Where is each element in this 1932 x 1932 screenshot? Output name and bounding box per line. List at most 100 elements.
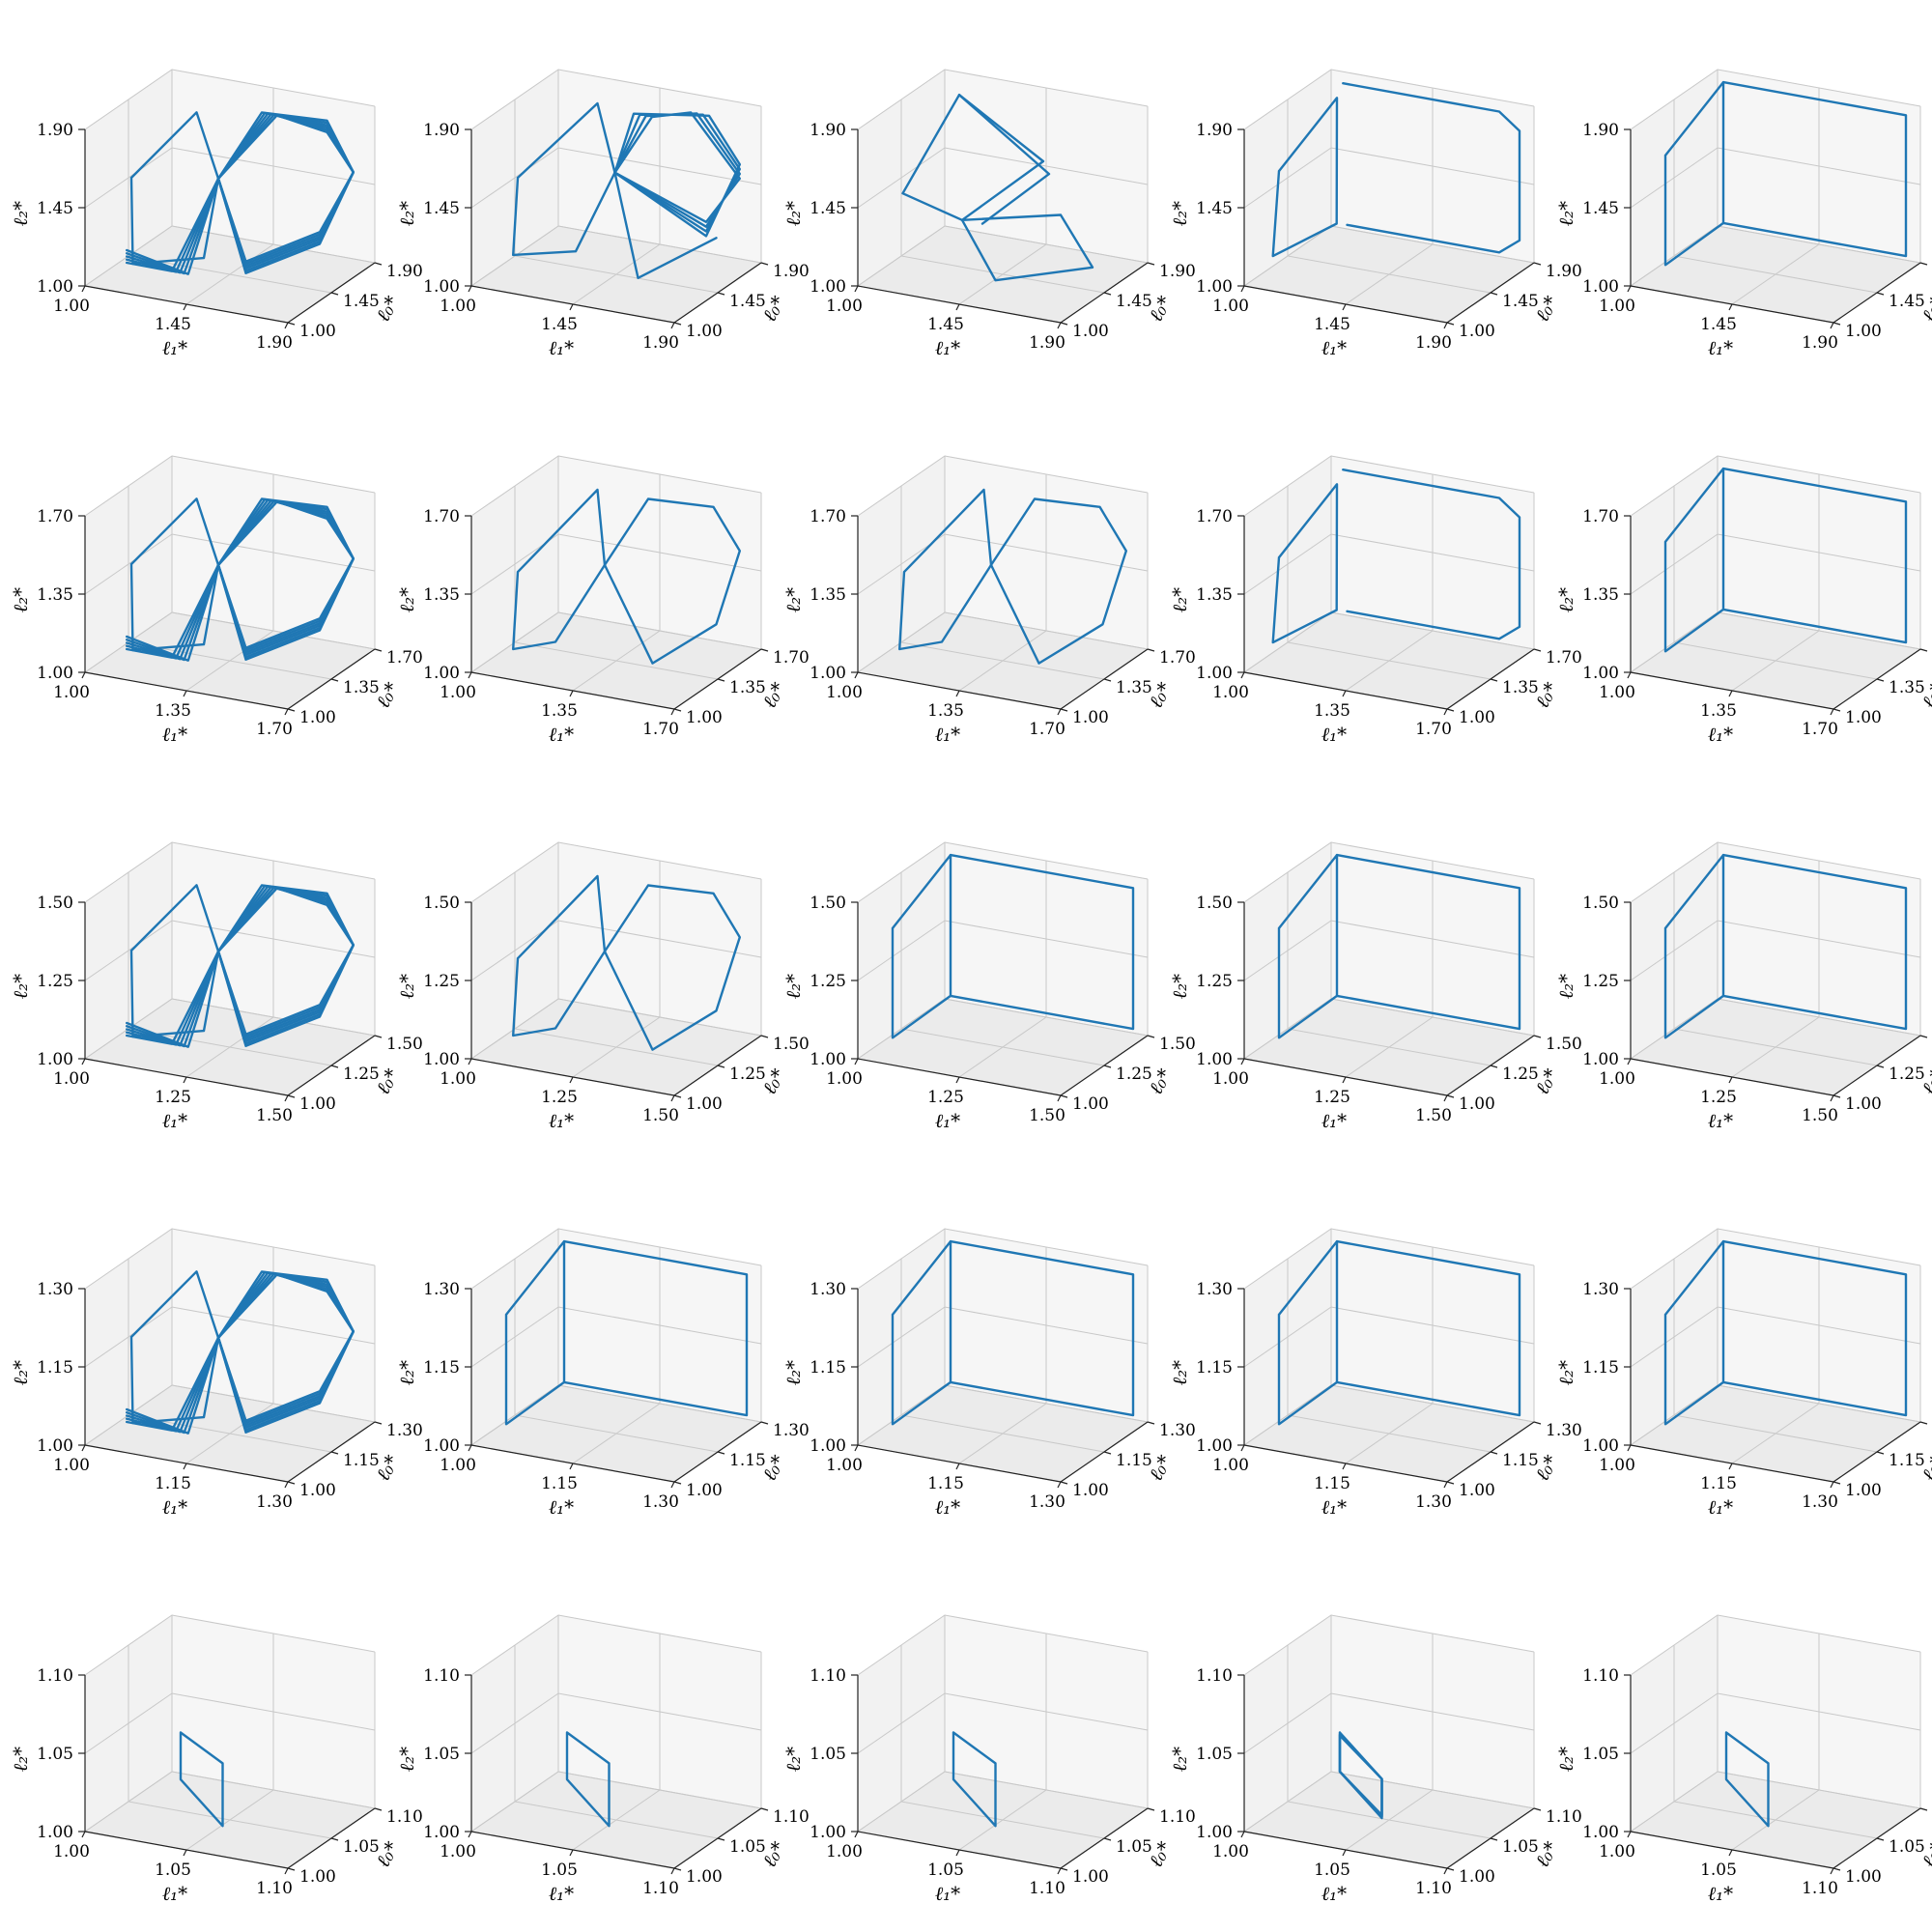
y-tick xyxy=(287,1094,296,1098)
z-axis-label: ℓ₂* xyxy=(1554,201,1577,226)
z-tick-label: 1.45 xyxy=(423,199,460,218)
x-axis-label: ℓ₁* xyxy=(935,1495,960,1519)
x-axis-label: ℓ₁* xyxy=(549,1109,574,1132)
trajectory-segment-0 xyxy=(952,1731,997,1828)
x-tick-label: 1.00 xyxy=(440,683,476,702)
x-tick xyxy=(1240,1831,1245,1838)
gridline xyxy=(1630,1228,1921,1290)
x-tick xyxy=(1627,1831,1632,1838)
y-tick-label: 1.00 xyxy=(1459,1481,1495,1500)
y-tick xyxy=(1919,648,1928,652)
z-tick-label: 1.00 xyxy=(1196,1436,1233,1456)
trajectory xyxy=(1271,81,1521,258)
y-tick xyxy=(1533,1035,1542,1038)
z-tick-label: 1.05 xyxy=(1582,1745,1619,1764)
x-tick-label: 1.90 xyxy=(1415,333,1452,353)
y-tick xyxy=(1833,322,1841,326)
trajectory-segment-11 xyxy=(125,177,220,275)
y-tick xyxy=(1919,262,1928,266)
gridline xyxy=(944,1615,1149,1809)
trajectory-segment-0 xyxy=(129,497,220,652)
y-tick xyxy=(1876,678,1885,682)
y-tick-label: 1.30 xyxy=(1546,1421,1582,1440)
x-tick xyxy=(284,708,289,716)
x-tick xyxy=(1240,1444,1245,1452)
z-axis-label: ℓ₂* xyxy=(395,201,418,226)
gridline xyxy=(1673,486,1878,680)
z-tick-label: 1.15 xyxy=(37,1358,73,1378)
z-axis-label: ℓ₂* xyxy=(781,587,805,612)
gridline xyxy=(470,841,762,903)
x-tick xyxy=(670,1867,675,1875)
x-tick xyxy=(670,1094,675,1102)
z-tick-label: 1.00 xyxy=(37,277,73,297)
y-tick-label: 1.70 xyxy=(1159,648,1196,668)
y-tick-label: 1.25 xyxy=(1502,1065,1539,1084)
x-tick xyxy=(955,1849,960,1857)
y-tick-label: 1.00 xyxy=(1072,1481,1109,1500)
z-tick-label: 1.00 xyxy=(810,1436,846,1456)
trajectory-segment-1 xyxy=(1721,1239,1908,1417)
gridline xyxy=(1287,1259,1492,1453)
subplot-r1-c1: 1.001.001.001.351.351.351.701.701.70ℓ₁*ℓ… xyxy=(395,455,810,746)
trajectory xyxy=(511,101,741,279)
x-tick xyxy=(1342,1849,1347,1857)
x-tick-label: 1.00 xyxy=(53,1456,90,1475)
gridline xyxy=(514,1645,719,1839)
x-axis-label: ℓ₁* xyxy=(549,1495,574,1519)
y-tick-label: 1.05 xyxy=(1889,1837,1925,1857)
x-tick-label: 1.15 xyxy=(1700,1474,1737,1493)
x-tick xyxy=(1443,1094,1448,1102)
y-tick-label: 1.00 xyxy=(299,1094,336,1114)
z-tick-label: 1.30 xyxy=(423,1280,460,1299)
trajectory xyxy=(1271,468,1521,644)
z-axis-label: ℓ₂* xyxy=(1554,587,1577,612)
x-tick-label: 1.05 xyxy=(1314,1861,1350,1880)
z-tick-label: 1.00 xyxy=(423,277,460,297)
x-tick xyxy=(81,1444,86,1452)
y-tick-label: 1.90 xyxy=(1159,262,1196,281)
z-tick-label: 1.10 xyxy=(37,1666,73,1686)
y-tick xyxy=(1103,292,1112,296)
x-tick-label: 1.25 xyxy=(927,1088,964,1107)
x-tick-label: 1.00 xyxy=(1599,297,1635,316)
x-tick-label: 1.00 xyxy=(440,1456,476,1475)
z-tick-label: 1.35 xyxy=(1196,585,1233,605)
z-tick-label: 1.25 xyxy=(1196,972,1233,991)
y-tick xyxy=(673,1094,682,1098)
x-tick xyxy=(284,1094,289,1102)
trajectory-segment-6 xyxy=(216,500,355,649)
x-tick-label: 1.00 xyxy=(440,1069,476,1089)
trajectory-segment-1 xyxy=(1721,80,1908,258)
y-tick-label: 1.00 xyxy=(686,322,723,341)
x-tick xyxy=(468,1444,472,1452)
y-tick xyxy=(1446,1481,1455,1485)
x-tick-label: 1.00 xyxy=(440,297,476,316)
y-tick-label: 1.70 xyxy=(773,648,810,668)
y-tick-label: 1.30 xyxy=(386,1421,423,1440)
trajectory xyxy=(891,853,1135,1039)
y-tick xyxy=(287,1481,296,1485)
trajectory xyxy=(125,1270,355,1435)
x-tick xyxy=(1830,322,1834,329)
y-tick xyxy=(1876,292,1885,296)
x-tick-label: 1.25 xyxy=(1700,1088,1737,1107)
y-tick-label: 1.00 xyxy=(299,708,336,727)
gridline xyxy=(900,486,1105,680)
x-tick xyxy=(1728,690,1733,697)
x-tick-label: 1.00 xyxy=(1212,1842,1249,1861)
x-tick-label: 1.15 xyxy=(927,1474,964,1493)
trajectory-segment-1 xyxy=(989,497,1127,665)
trajectory-segment-0 xyxy=(897,488,993,651)
z-tick-label: 1.00 xyxy=(1196,664,1233,683)
z-tick-label: 1.00 xyxy=(810,1823,846,1842)
gridline xyxy=(1673,1259,1878,1453)
y-tick-label: 1.50 xyxy=(386,1035,423,1054)
gridline xyxy=(171,70,376,264)
subplot-r2-c3: 1.001.001.001.251.251.251.501.501.50ℓ₁*ℓ… xyxy=(1168,841,1582,1132)
y-tick xyxy=(673,1481,682,1485)
y-tick xyxy=(1876,1065,1885,1068)
z-axis-label: ℓ₂* xyxy=(395,1747,418,1772)
trajectory-segment-0 xyxy=(565,1731,611,1828)
x-tick xyxy=(81,1831,86,1838)
